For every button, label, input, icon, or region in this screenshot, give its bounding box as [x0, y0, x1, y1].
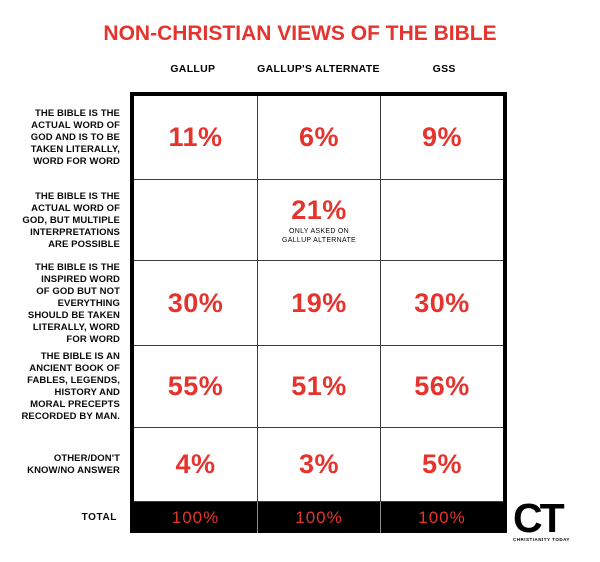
- table-cell: 100%: [134, 502, 257, 533]
- table-cell: 3%: [257, 428, 380, 501]
- total-gss: 100%: [418, 507, 466, 527]
- row-label-actual-word-multiple-interpretations: THE BIBLE IS THE ACTUAL WORD OF GOD, BUT…: [22, 190, 120, 250]
- value-gss-row1: 9%: [421, 122, 463, 152]
- column-header-gss: GSS: [432, 63, 456, 75]
- value-footnote: ONLY ASKED ON GALLUP ALTERNATE: [281, 228, 357, 244]
- value-gallup-row3: 30%: [167, 287, 224, 318]
- table-cell: 100%: [257, 502, 380, 533]
- row-label-container: THE BIBLE IS THE ACTUAL WORD OF GOD, BUT…: [0, 180, 122, 261]
- row-labels: THE BIBLE IS THE ACTUAL WORD OF GOD AND …: [0, 96, 122, 533]
- table-cell: 11%: [134, 96, 257, 179]
- value-gss-row5: 5%: [421, 449, 463, 479]
- table-row: 11% 6% 9%: [134, 96, 503, 180]
- column-header-gallups-alternate: GALLUP'S ALTERNATE: [257, 63, 380, 75]
- value-gallup-row4: 55%: [167, 371, 224, 401]
- table-row: 4% 3% 5%: [134, 428, 503, 502]
- value-alternate-row1: 6%: [298, 122, 340, 152]
- value-alternate-row5: 3%: [298, 449, 340, 479]
- row-label-other-dont-know: OTHER/DON'T KNOW/NO ANSWER: [27, 453, 120, 476]
- table-row: 55% 51% 56%: [134, 346, 503, 428]
- christianity-today-logo: CT CHRISTIANITY TODAY: [513, 495, 570, 543]
- total-label: TOTAL: [81, 512, 117, 523]
- table-row: 30% 19% 30%: [134, 261, 503, 346]
- total-label-container: TOTAL: [0, 502, 122, 533]
- row-label-ancient-book: THE BIBLE IS AN ANCIENT BOOK OF FABLES, …: [21, 351, 120, 422]
- table-row: 21% ONLY ASKED ON GALLUP ALTERNATE: [134, 180, 503, 261]
- ct-logo-caption: CHRISTIANITY TODAY: [513, 537, 570, 542]
- column-headers: GALLUP GALLUP'S ALTERNATE GSS: [130, 63, 507, 75]
- table-cell: 5%: [380, 428, 503, 501]
- table-cell: 55%: [134, 346, 257, 427]
- column-header-gallup: GALLUP: [170, 63, 216, 75]
- table-cell: 30%: [380, 261, 503, 345]
- table-cell: 21% ONLY ASKED ON GALLUP ALTERNATE: [257, 180, 380, 260]
- row-label-actual-word-literal: THE BIBLE IS THE ACTUAL WORD OF GOD AND …: [30, 108, 120, 167]
- table-cell: 100%: [380, 502, 503, 533]
- table-cell-empty: [380, 180, 503, 260]
- table-cell: 19%: [257, 261, 380, 345]
- row-label-container: OTHER/DON'T KNOW/NO ANSWER: [0, 428, 122, 502]
- page-title: NON-CHRISTIAN VIEWS OF THE BIBLE: [103, 22, 497, 45]
- value-alternate-row3: 19%: [291, 287, 347, 318]
- data-table: 11% 6% 9% 21% ONLY ASKED ON GALLUP ALTER…: [130, 92, 507, 533]
- value-gss-row4: 56%: [414, 371, 470, 401]
- total-alternate: 100%: [295, 507, 343, 527]
- table-cell: 6%: [257, 96, 380, 179]
- row-label-container: THE BIBLE IS AN ANCIENT BOOK OF FABLES, …: [0, 346, 122, 428]
- table-cell: 56%: [380, 346, 503, 427]
- value-gallup-row1: 11%: [168, 122, 223, 152]
- value-alternate-row4: 51%: [291, 371, 347, 401]
- ct-logo-mark: CT: [513, 495, 565, 541]
- table-cell: 4%: [134, 428, 257, 501]
- table-cell: 9%: [380, 96, 503, 179]
- row-label-container: THE BIBLE IS THE ACTUAL WORD OF GOD AND …: [0, 96, 122, 180]
- value-gss-row3: 30%: [414, 287, 470, 318]
- row-label-inspired-word: THE BIBLE IS THE INSPIRED WORD OF GOD BU…: [27, 261, 120, 345]
- value-alternate-row2: 21%: [291, 195, 347, 225]
- total-gallup: 100%: [171, 507, 220, 527]
- row-label-container: THE BIBLE IS THE INSPIRED WORD OF GOD BU…: [0, 261, 122, 346]
- table-cell: 51%: [257, 346, 380, 427]
- value-gallup-row5: 4%: [175, 449, 216, 479]
- table-total-row: 100% 100% 100%: [134, 502, 503, 533]
- table-cell: 30%: [134, 261, 257, 345]
- table-cell-empty: [134, 180, 257, 260]
